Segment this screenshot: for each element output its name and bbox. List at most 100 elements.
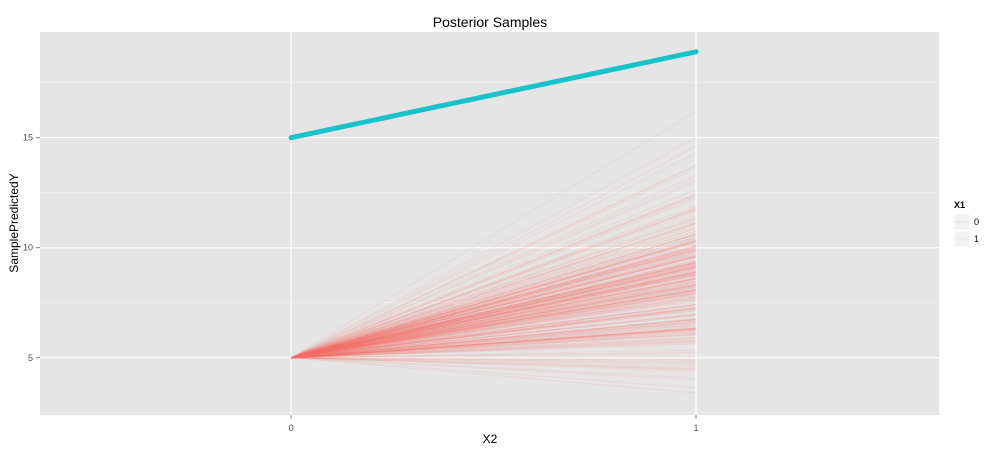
sample-line-x1-0 [291,327,697,359]
sample-line-x1-0 [290,265,697,359]
sample-line-x1-0 [290,175,697,359]
sample-line-x1-0 [290,262,697,359]
sample-line-x1-0 [290,296,697,359]
sample-line-x1-0 [290,244,697,359]
sample-line-x1-0 [290,277,697,359]
sample-line-x1-0 [290,284,697,359]
sample-line-x1-0 [291,306,697,359]
sample-line-x1-0 [290,278,697,359]
sample-line-x1-0 [290,189,697,359]
sample-line-x1-0 [290,288,697,359]
sample-line-x1-0 [290,241,697,359]
sample-line-x1-0 [290,271,697,359]
sample-line-x1-0 [290,287,697,359]
sample-line-x1-0 [291,314,697,359]
sample-line-x1-0 [290,295,697,359]
sample-line-x1-0 [290,264,697,359]
sample-line-x1-0 [290,276,697,359]
sample-line-x1-0 [290,263,697,359]
sample-line-x1-0 [291,298,697,359]
sample-line-x1-0 [290,137,697,359]
sample-line-x1-0 [290,268,697,359]
sample-line-x1-0 [290,227,697,359]
sample-line-x1-0 [291,318,697,359]
sample-line-x1-0 [290,241,697,359]
sample-line-x1-0 [290,206,697,359]
sample-line-x1-0 [291,326,697,359]
sample-line-x1-0 [291,325,697,359]
sample-line-x1-0 [290,239,697,359]
sample-line-x1-0 [290,293,697,359]
sample-line-x1-0 [291,357,697,372]
sample-line-x1-0 [290,242,697,359]
sample-line-x1-0 [291,310,697,359]
sample-line-x1-0 [291,318,697,359]
sample-line-x1-0 [290,274,697,359]
sample-line-x1-0 [290,249,697,359]
sample-line-x1-0 [291,319,697,359]
sample-line-x1-0 [290,266,697,359]
sample-line-x1-0 [290,233,697,359]
sample-line-x1-0 [291,321,697,359]
sample-line-x1-0 [290,259,697,359]
sample-line-x1-0 [290,238,697,359]
sample-line-x1-0 [290,224,697,359]
sample-line-x1-0 [290,291,697,359]
sample-line-x1-0 [290,236,697,359]
sample-line-x1-0 [290,271,697,359]
sample-line-x1-0 [290,277,697,359]
sample-line-x1-0 [291,338,697,359]
sample-line-x1-0 [291,334,697,359]
sample-line-x1-0 [290,252,697,359]
sample-line-x1-0 [290,236,697,359]
sample-line-x1-0 [291,309,697,359]
sample-line-x1-0 [291,356,697,359]
sample-line-x1-0 [291,298,697,359]
sample-line-x1-0 [290,296,697,359]
sample-line-x1-0 [290,240,697,359]
sample-line-x1-0 [290,284,697,359]
sample-line-x1-0 [291,357,697,369]
sample-line-x1-0 [291,307,697,359]
sample-line-x1-0 [290,287,697,359]
sample-line-x1-0 [290,273,697,359]
sample-line-x1-0 [291,357,697,379]
sample-line-x1-0 [291,328,697,359]
sample-line-x1-0 [291,357,697,364]
y-axis-title: SamplePredictedY [7,173,21,272]
sample-line-x1-0 [290,196,697,359]
x-tick-label: 1 [694,423,699,433]
sample-line-x1-0 [290,193,697,359]
sample-line-x1-0 [290,273,697,359]
sample-line-x1-0 [290,284,697,359]
sample-line-x1-0 [290,254,697,359]
sample-line-x1-0 [290,219,697,359]
sample-line-x1-0 [291,330,697,359]
sample-line-x1-0 [291,314,697,359]
sample-line-x1-0 [291,330,697,359]
sample-line-x1-0 [290,293,697,359]
sample-line-x1-0 [290,245,697,359]
sample-line-x1-0 [290,246,697,359]
sample-line-x1-0 [291,357,697,361]
legend: X1 0 1 [953,200,979,248]
sample-line-x1-0 [290,283,697,359]
sample-line-x1-0 [290,289,697,359]
sample-line-x1-0 [291,313,697,359]
sample-line-x1-0 [290,283,697,359]
sample-line-x1-0 [290,254,697,359]
sample-line-x1-0 [290,263,697,359]
sample-line-x1-0 [291,357,697,362]
sample-line-x1-0 [290,253,697,359]
sample-line-x1-0 [290,181,697,359]
sample-line-x1-0 [290,283,697,359]
sample-line-x1-0 [290,289,697,359]
sample-line-x1-0 [290,292,697,359]
sample-line-x1-0 [290,271,697,359]
sample-line-x1-0 [291,357,697,389]
sample-line-x1-0 [291,303,697,359]
sample-line-x1-0 [291,339,697,359]
sample-line-x1-0 [290,110,697,359]
sample-line-x1-0 [290,290,697,359]
